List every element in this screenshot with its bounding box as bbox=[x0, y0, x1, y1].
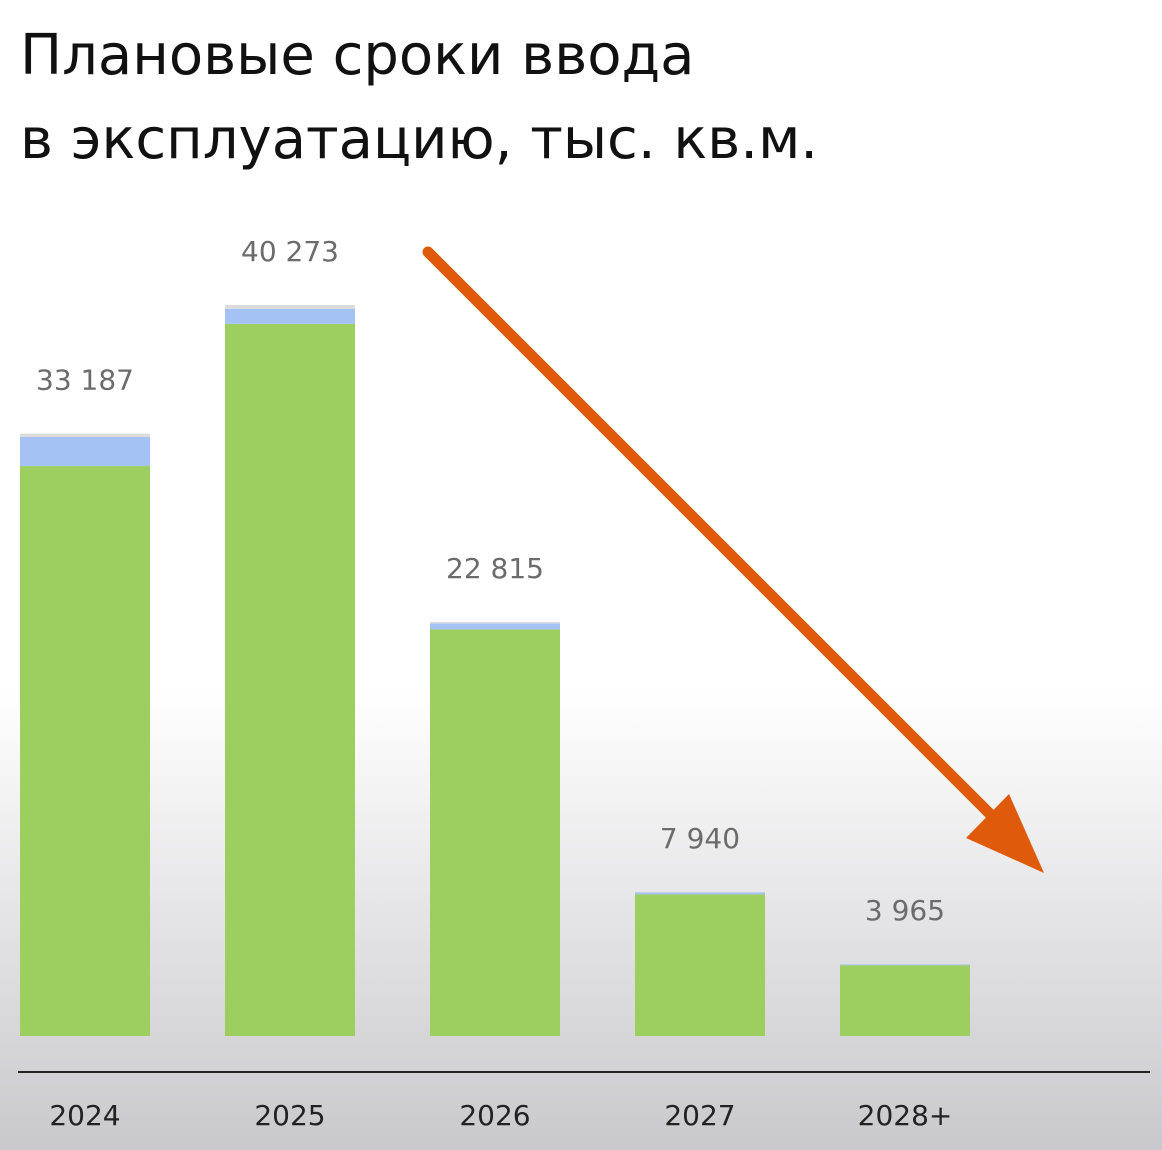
bar-segment bbox=[635, 891, 765, 893]
bar-segment bbox=[20, 433, 150, 438]
bar-segment bbox=[430, 623, 560, 630]
chart-title: Плановые сроки ввода bbox=[20, 23, 695, 88]
x-tick-label: 2026 bbox=[459, 1099, 530, 1132]
bar-segment bbox=[225, 308, 355, 324]
x-tick-label: 2027 bbox=[664, 1099, 735, 1132]
bar-segment bbox=[840, 964, 970, 966]
value-label: 40 273 bbox=[241, 235, 339, 268]
trend-arrow bbox=[422, 246, 1006, 830]
bar-segment bbox=[225, 323, 355, 1036]
x-tick-label: 2028+ bbox=[858, 1099, 953, 1132]
bar-segment bbox=[20, 437, 150, 467]
bar-segment bbox=[430, 621, 560, 624]
value-label: 3 965 bbox=[865, 894, 945, 927]
x-tick-label: 2024 bbox=[49, 1099, 120, 1132]
bar-segment bbox=[430, 629, 560, 1036]
value-label: 7 940 bbox=[660, 822, 740, 855]
bar-segment bbox=[635, 894, 765, 1036]
bar-segment bbox=[635, 892, 765, 895]
arrow-head bbox=[966, 794, 1044, 873]
bar-segment bbox=[20, 466, 150, 1036]
bar-segment bbox=[225, 305, 355, 309]
value-label: 22 815 bbox=[446, 552, 544, 585]
plot: 33 187 2024 40 273 2025 22 815 2026 7 940 2027 3… bbox=[20, 235, 970, 1132]
value-label: 33 187 bbox=[36, 364, 134, 397]
chart-title: в эксплуатацию, тыс. кв.м. bbox=[20, 107, 818, 172]
bar-segment bbox=[840, 965, 970, 1036]
x-tick-label: 2025 bbox=[254, 1099, 325, 1132]
